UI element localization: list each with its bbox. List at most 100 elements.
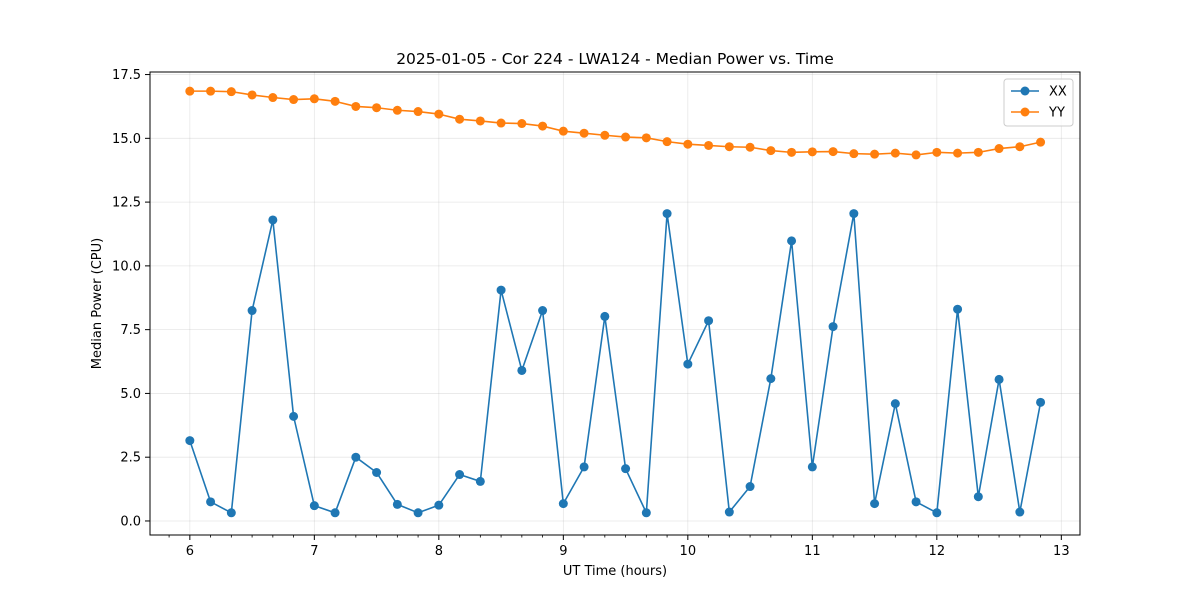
data-point-yy (662, 137, 672, 147)
data-point-yy (455, 114, 465, 124)
data-point-yy (641, 133, 651, 143)
data-point-xx (247, 306, 257, 316)
data-point-xx (911, 497, 921, 507)
data-point-xx (538, 306, 548, 316)
axis-ticks: 6 7 8 9 10 11 12 13 0.0 2.5 5.0 7.5 10.0 12.5 15.0 17.5 (112, 68, 1070, 559)
data-point-xx (226, 508, 236, 518)
legend-label-xx: XX (1049, 85, 1067, 100)
data-point-yy (787, 147, 797, 157)
x-tick-label: 13 (1053, 544, 1070, 559)
data-point-yy (600, 130, 610, 140)
data-point-yy (517, 119, 527, 129)
data-point-xx (953, 304, 963, 314)
data-point-xx (372, 468, 382, 478)
y-tick-label: 10.0 (112, 259, 141, 274)
data-point-yy (911, 150, 921, 160)
plot-series (185, 86, 1046, 518)
legend-label-yy: YY (1048, 106, 1065, 121)
data-point-xx (807, 462, 817, 472)
y-tick-label: 5.0 (120, 387, 141, 402)
data-point-xx (496, 285, 506, 295)
data-point-yy (953, 148, 963, 158)
data-point-xx (890, 399, 900, 409)
data-point-yy (704, 140, 714, 150)
data-point-yy (994, 144, 1004, 154)
data-point-yy (683, 139, 693, 149)
data-point-yy (247, 90, 257, 100)
data-point-yy (289, 95, 299, 105)
data-point-yy (579, 128, 589, 138)
data-point-yy (496, 118, 506, 128)
y-tick-label: 12.5 (112, 196, 141, 211)
data-point-xx (621, 464, 631, 474)
x-tick-label: 6 (186, 544, 194, 559)
data-point-yy (351, 101, 361, 111)
data-point-xx (558, 499, 568, 509)
data-point-xx (330, 508, 340, 518)
data-point-yy (226, 87, 236, 97)
data-point-xx (766, 374, 776, 384)
data-point-xx (206, 497, 216, 507)
x-tick-label: 12 (929, 544, 946, 559)
data-point-xx (475, 476, 485, 486)
data-point-yy (413, 107, 423, 117)
data-point-xx (994, 374, 1004, 384)
y-tick-label: 15.0 (112, 132, 141, 147)
x-tick-label: 11 (804, 544, 821, 559)
data-point-yy (330, 96, 340, 106)
data-point-xx (849, 209, 859, 219)
data-point-xx (434, 500, 444, 510)
data-point-yy (475, 116, 485, 126)
data-point-xx (870, 499, 880, 509)
data-point-xx (579, 462, 589, 472)
data-point-yy (268, 93, 278, 103)
chart-title: 2025-01-05 - Cor 224 - LWA124 - Median P… (396, 50, 834, 68)
data-point-xx (662, 209, 672, 219)
data-point-xx (745, 482, 755, 492)
data-point-yy (1036, 137, 1046, 147)
data-point-yy (745, 142, 755, 152)
x-tick-label: 9 (559, 544, 567, 559)
x-tick-label: 7 (310, 544, 318, 559)
legend-marker-xx (1020, 86, 1030, 96)
data-point-xx (704, 316, 714, 326)
y-tick-label: 7.5 (120, 323, 141, 338)
data-point-yy (185, 86, 195, 96)
data-point-xx (600, 311, 610, 321)
data-point-yy (807, 147, 817, 157)
y-tick-label: 17.5 (112, 68, 141, 83)
data-point-yy (766, 146, 776, 156)
data-point-xx (392, 499, 402, 509)
data-point-xx (787, 236, 797, 246)
data-point-xx (517, 365, 527, 375)
data-point-xx (1015, 507, 1025, 517)
data-point-xx (683, 359, 693, 369)
data-point-xx (289, 411, 299, 421)
data-point-xx (455, 470, 465, 480)
data-point-xx (268, 215, 278, 225)
data-point-xx (309, 501, 319, 511)
data-point-yy (621, 132, 631, 142)
data-point-yy (890, 148, 900, 158)
data-point-xx (932, 508, 942, 518)
data-point-yy (538, 121, 548, 131)
data-point-xx (724, 507, 734, 517)
data-point-xx (413, 508, 423, 518)
legend: XX YY (1003, 78, 1074, 127)
data-point-yy (828, 147, 838, 157)
x-tick-label: 10 (680, 544, 697, 559)
y-tick-label: 0.0 (120, 514, 141, 529)
data-point-yy (1015, 142, 1025, 152)
data-point-yy (309, 94, 319, 104)
data-point-yy (392, 105, 402, 115)
data-point-xx (973, 492, 983, 502)
plot-area-frame (149, 71, 1081, 536)
data-point-yy (206, 86, 216, 96)
data-point-xx (351, 452, 361, 462)
data-point-xx (185, 436, 195, 446)
data-point-yy (973, 147, 983, 157)
y-tick-label: 2.5 (120, 451, 141, 466)
x-axis-label: UT Time (hours) (563, 564, 667, 579)
